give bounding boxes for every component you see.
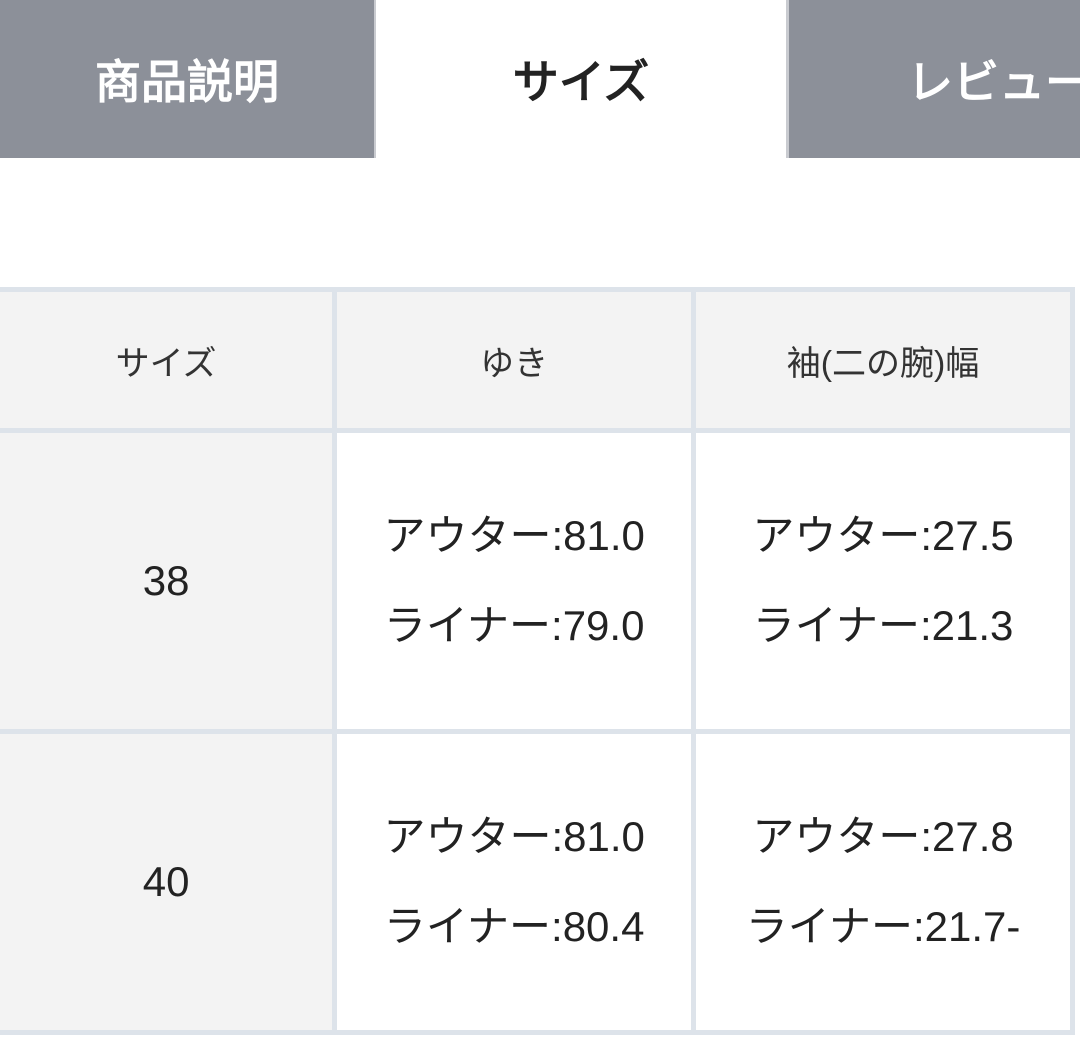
sleeve-cell: アウター:27.8 ライナー:21.7- xyxy=(691,729,1075,1035)
tab-label: サイズ xyxy=(512,56,650,108)
tab-label: 商品説明 xyxy=(95,56,279,108)
liner-value: ライナー:21.7- xyxy=(745,903,1021,950)
yuki-cell: アウター:81.0 ライナー:79.0 xyxy=(332,428,697,734)
tab-size[interactable]: サイズ xyxy=(376,0,786,158)
tab-label: レビュー xyxy=(907,56,1080,108)
sleeve-cell: アウター:27.5 ライナー:21.3 xyxy=(691,428,1075,734)
outer-value: アウター:27.5 xyxy=(752,512,1014,559)
table-row: 38 アウター:81.0 ライナー:79.0 アウター:27.5 ライナー:21.3 xyxy=(0,428,1075,734)
yuki-cell: アウター:81.0 ライナー:80.4 xyxy=(332,729,697,1035)
outer-value: アウター:27.8 xyxy=(752,813,1014,860)
tab-product-description[interactable]: 商品説明 xyxy=(0,0,376,158)
table-row: 40 アウター:81.0 ライナー:80.4 アウター:27.8 ライナー:21.7… xyxy=(0,729,1075,1035)
table-header-row: サイズ ゆき 袖(二の腕)幅 xyxy=(0,287,1075,433)
liner-value: ライナー:80.4 xyxy=(383,903,645,950)
size-table: サイズ ゆき 袖(二の腕)幅 38 アウター:81.0 ライナー:79.0 アウタ… xyxy=(0,287,1075,1035)
header-yuki: ゆき xyxy=(332,287,697,433)
liner-value: ライナー:79.0 xyxy=(383,602,645,649)
size-cell: 40 xyxy=(0,729,338,1035)
outer-value: アウター:81.0 xyxy=(383,512,645,559)
liner-value: ライナー:21.3 xyxy=(752,602,1014,649)
outer-value: アウター:81.0 xyxy=(383,813,645,860)
header-sleeve-width: 袖(二の腕)幅 xyxy=(691,287,1075,433)
size-cell: 38 xyxy=(0,428,338,734)
tab-reviews[interactable]: レビュー xyxy=(786,0,1080,158)
header-size: サイズ xyxy=(0,287,338,433)
